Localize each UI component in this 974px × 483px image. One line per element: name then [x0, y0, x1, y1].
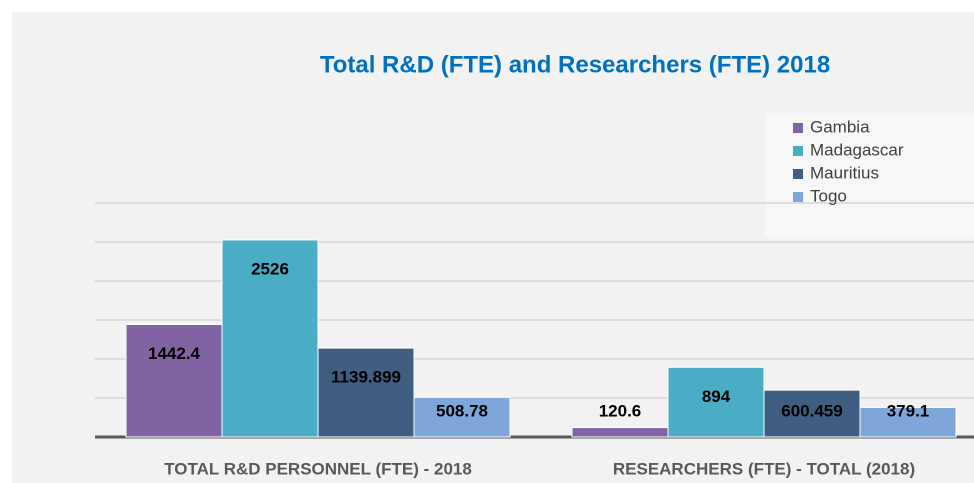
x-tick-label: TOTAL R&D PERSONNEL (FTE) - 2018 — [164, 459, 472, 478]
legend-label: Togo — [810, 186, 847, 205]
bar — [859, 406, 957, 438]
bar — [571, 427, 669, 438]
data-label: 379.1 — [887, 401, 930, 420]
bar — [221, 239, 319, 438]
bar — [763, 389, 861, 438]
legend-swatch — [793, 192, 803, 202]
legend-swatch — [793, 123, 803, 133]
bar — [667, 366, 765, 438]
bar — [125, 323, 223, 438]
data-label: 120.6 — [599, 401, 642, 420]
legend-label: Mauritius — [810, 163, 879, 182]
data-label: 1442.4 — [148, 344, 201, 363]
legend-swatch — [793, 169, 803, 179]
chart-title: Total R&D (FTE) and Researchers (FTE) 20… — [320, 51, 830, 78]
bar — [413, 396, 511, 438]
data-label: 2526 — [251, 259, 289, 278]
data-label: 1139.899 — [331, 368, 401, 387]
data-label: 508.78 — [436, 401, 488, 420]
legend-label: Madagascar — [810, 140, 904, 159]
bar — [317, 347, 415, 438]
legend-label: Gambia — [810, 117, 870, 136]
legend-swatch — [793, 146, 803, 156]
data-label: 894 — [702, 387, 731, 406]
x-tick-label: RESEARCHERS (FTE) - TOTAL (2018) — [613, 459, 915, 478]
data-label: 600.459 — [781, 401, 842, 420]
